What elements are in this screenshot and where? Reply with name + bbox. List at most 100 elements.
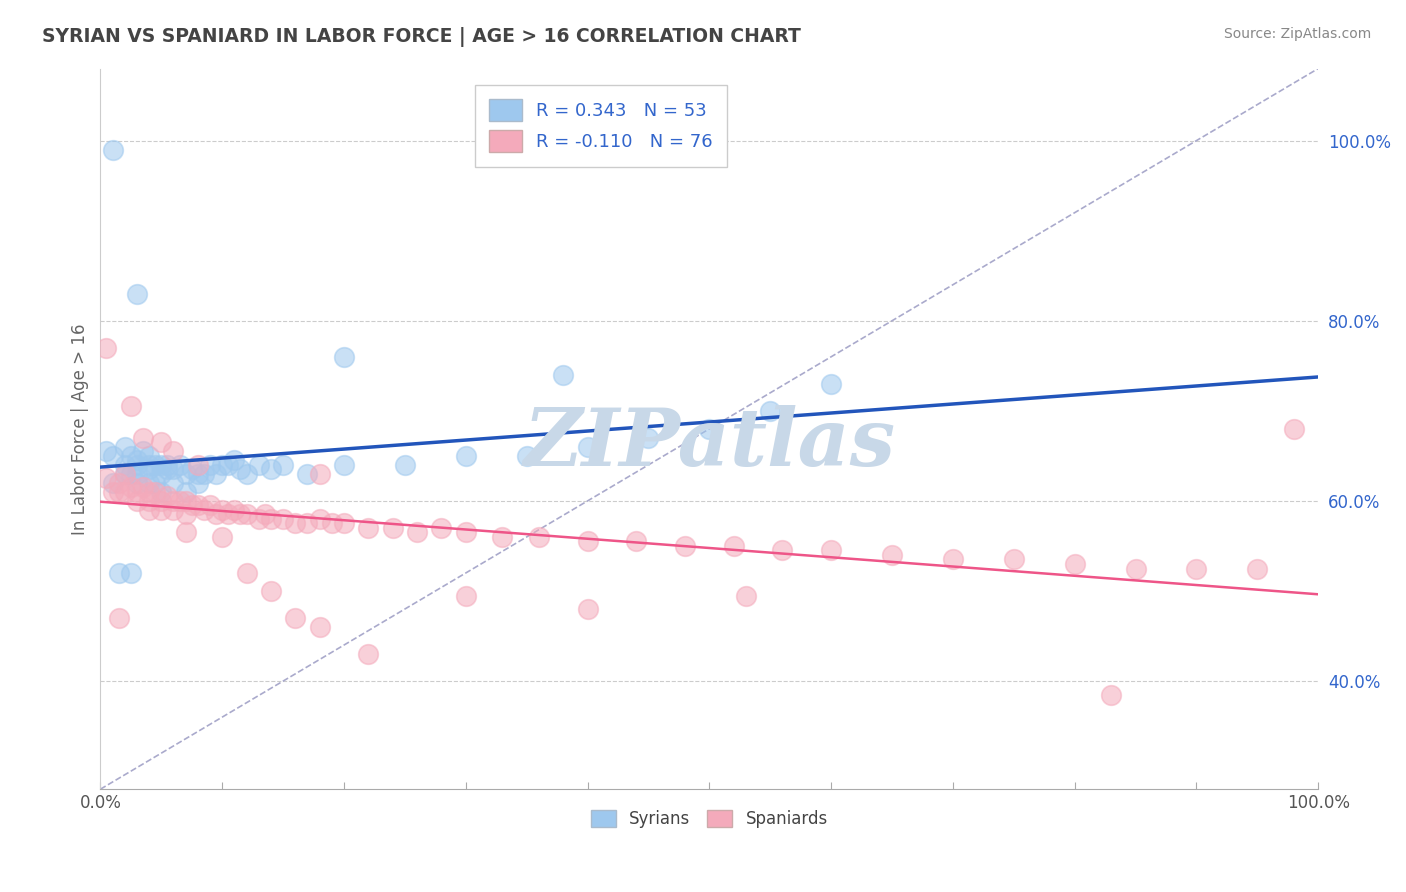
Point <box>150 503 173 517</box>
Text: Source: ZipAtlas.com: Source: ZipAtlas.com <box>1223 27 1371 41</box>
Point <box>205 508 228 522</box>
Point <box>697 422 720 436</box>
Point <box>125 458 148 472</box>
Point <box>162 444 184 458</box>
Point <box>107 484 129 499</box>
Point <box>1099 688 1122 702</box>
Point <box>1063 557 1085 571</box>
Point <box>211 458 233 472</box>
Point <box>156 490 179 504</box>
Point <box>101 475 124 490</box>
Point <box>1246 561 1268 575</box>
Point <box>150 458 173 472</box>
Point <box>308 620 330 634</box>
Point <box>759 404 782 418</box>
Point <box>150 484 173 499</box>
Point <box>1125 561 1147 575</box>
Point <box>576 440 599 454</box>
Point <box>333 458 356 472</box>
Point <box>224 453 246 467</box>
Point <box>637 431 659 445</box>
Text: ZIPatlas: ZIPatlas <box>523 405 896 482</box>
Point <box>187 458 209 472</box>
Point <box>107 611 129 625</box>
Point <box>284 611 307 625</box>
Point <box>174 494 197 508</box>
Point <box>169 494 191 508</box>
Point <box>260 462 283 476</box>
Point <box>96 444 118 458</box>
Point <box>138 503 160 517</box>
Point <box>125 475 148 490</box>
Point <box>454 589 477 603</box>
Point <box>247 458 270 472</box>
Point <box>235 467 257 481</box>
Legend: Syrians, Spaniards: Syrians, Spaniards <box>585 804 834 835</box>
Point <box>271 512 294 526</box>
Point <box>120 480 142 494</box>
Text: SYRIAN VS SPANIARD IN LABOR FORCE | AGE > 16 CORRELATION CHART: SYRIAN VS SPANIARD IN LABOR FORCE | AGE … <box>42 27 801 46</box>
Point <box>174 467 197 481</box>
Point <box>132 480 155 494</box>
Point <box>820 376 842 391</box>
Point <box>205 467 228 481</box>
Point <box>187 475 209 490</box>
Point <box>229 508 252 522</box>
Point <box>942 552 965 566</box>
Point <box>120 449 142 463</box>
Point <box>308 467 330 481</box>
Point <box>138 458 160 472</box>
Point <box>162 475 184 490</box>
Point <box>820 543 842 558</box>
Point <box>253 508 276 522</box>
Point <box>96 341 118 355</box>
Point <box>527 530 550 544</box>
Point <box>107 475 129 490</box>
Point <box>174 508 197 522</box>
Point <box>125 467 148 481</box>
Point <box>673 539 696 553</box>
Point <box>120 467 142 481</box>
Point <box>734 589 756 603</box>
Point <box>132 444 155 458</box>
Point <box>516 449 538 463</box>
Point <box>247 512 270 526</box>
Point <box>162 462 184 476</box>
Point <box>626 534 648 549</box>
Point <box>143 458 166 472</box>
Point <box>260 512 283 526</box>
Point <box>114 484 136 499</box>
Point <box>576 534 599 549</box>
Point <box>576 602 599 616</box>
Point <box>138 462 160 476</box>
Point <box>187 499 209 513</box>
Point <box>125 286 148 301</box>
Point <box>198 499 221 513</box>
Point <box>120 400 142 414</box>
Point <box>235 508 257 522</box>
Point <box>132 431 155 445</box>
Point <box>235 566 257 580</box>
Point <box>880 548 903 562</box>
Point <box>101 484 124 499</box>
Point <box>381 521 404 535</box>
Point <box>211 530 233 544</box>
Point <box>125 484 148 499</box>
Point <box>553 368 575 382</box>
Point <box>180 462 202 476</box>
Point <box>770 543 793 558</box>
Point <box>143 484 166 499</box>
Point <box>430 521 453 535</box>
Point <box>125 494 148 508</box>
Point <box>357 647 380 661</box>
Point <box>217 458 239 472</box>
Point <box>114 440 136 454</box>
Point <box>193 503 215 517</box>
Point <box>156 458 179 472</box>
Point <box>297 467 319 481</box>
Point <box>138 449 160 463</box>
Point <box>101 449 124 463</box>
Point <box>333 516 356 531</box>
Y-axis label: In Labor Force | Age > 16: In Labor Force | Age > 16 <box>72 323 89 534</box>
Point <box>174 484 197 499</box>
